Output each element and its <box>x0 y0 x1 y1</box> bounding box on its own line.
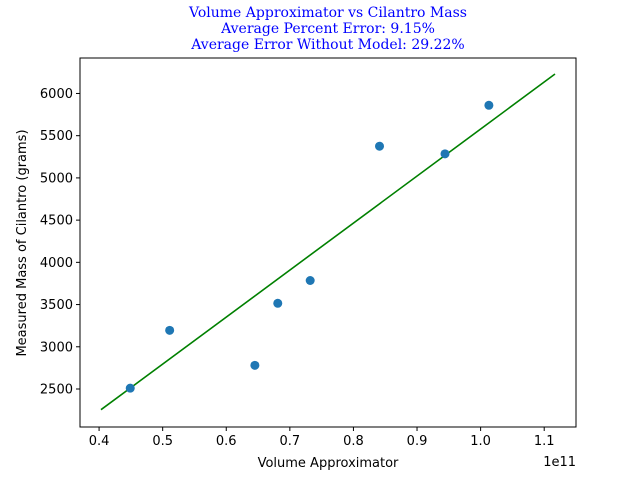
plot-marks <box>100 73 556 411</box>
y-tick-label: 6000 <box>40 87 73 102</box>
x-tick-label: 0.8 <box>343 434 364 449</box>
chart-title: Volume Approximator vs Cilantro Mass Ave… <box>188 5 467 53</box>
fit-line <box>100 73 556 411</box>
x-tick-label: 0.5 <box>152 434 173 449</box>
y-tick-label: 3500 <box>40 298 73 313</box>
y-tick-label: 5500 <box>40 129 73 144</box>
data-point-8 <box>484 100 494 110</box>
data-point-1 <box>125 383 135 393</box>
x-tick-label: 1.0 <box>470 434 491 449</box>
y-tick-label: 2500 <box>40 383 73 398</box>
y-tick-label: 5000 <box>40 171 73 186</box>
y-axis-ticks: 2500 3000 3500 4000 4500 5000 5500 6000 <box>40 87 80 398</box>
x-axis-ticks: 0.4 0.5 0.6 0.7 0.8 0.9 1.0 1.1 <box>89 427 555 449</box>
x-tick-label: 0.4 <box>89 434 110 449</box>
title-line-1: Volume Approximator vs Cilantro Mass <box>188 5 467 21</box>
title-line-3: Average Error Without Model: 29.22% <box>190 37 464 53</box>
x-axis-offset-label: 1e11 <box>543 455 576 470</box>
data-point-4 <box>273 298 283 308</box>
y-tick-label: 4500 <box>40 214 73 229</box>
y-axis-label: Measured Mass of Cilantro (grams) <box>15 129 30 356</box>
x-tick-label: 1.1 <box>534 434 555 449</box>
plot-frame <box>79 57 577 428</box>
data-point-5 <box>305 275 315 285</box>
data-point-3 <box>250 360 260 370</box>
data-point-7 <box>440 149 450 159</box>
y-tick-label: 3000 <box>40 340 73 355</box>
data-point-6 <box>375 141 385 151</box>
x-tick-label: 0.6 <box>216 434 237 449</box>
x-tick-label: 0.7 <box>280 434 301 449</box>
y-tick-label: 4000 <box>40 256 73 271</box>
data-point-2 <box>165 325 175 335</box>
x-axis-label: Volume Approximator <box>258 456 399 471</box>
x-tick-label: 0.9 <box>407 434 428 449</box>
title-line-2: Average Percent Error: 9.15% <box>220 21 435 37</box>
